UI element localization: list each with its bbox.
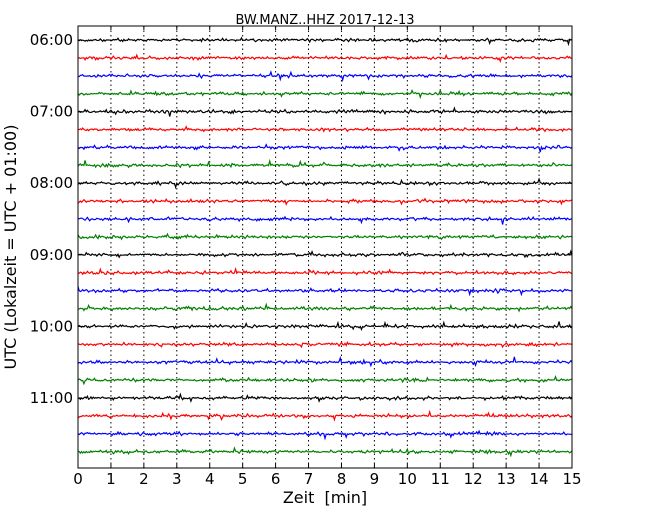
trace-line [77,429,573,441]
x-tick-label: 15 [562,470,581,488]
y-tick-label: 10:00 [30,317,73,335]
trace-line [77,320,573,331]
x-tick-label: 1 [106,470,116,488]
y-tick-label: 07:00 [30,103,73,121]
x-tick-label: 8 [337,470,347,488]
x-tick-label: 11 [431,470,450,488]
x-tick-label: 2 [139,470,149,488]
x-tick-label: 3 [172,470,182,488]
trace-line [77,266,573,276]
trace-line [77,355,573,368]
trace-line [77,158,573,169]
x-tick-label: 0 [73,470,83,488]
x-tick-label: 14 [530,470,549,488]
trace-line [77,70,573,83]
trace-group [77,36,573,458]
x-tick-label: 4 [205,470,215,488]
trace-line [77,392,573,403]
x-axis-label: Zeit [min] [283,488,367,507]
x-axis-ticks: 0 1 2 3 4 5 6 7 8 9 10 11 12 13 14 15 [73,26,582,488]
trace-line [77,446,573,458]
x-tick-label: 13 [497,470,516,488]
x-tick-label: 7 [304,470,314,488]
plot-frame [77,25,573,469]
trace-line [77,232,573,241]
x-tick-label: 12 [464,470,483,488]
trace-line [77,36,573,47]
trace-line [77,341,573,349]
trace-line [77,177,573,190]
x-tick-label: 5 [238,470,248,488]
y-tick-label: 06:00 [30,31,73,49]
y-axis-ticks: 06:00 07:00 08:00 09:00 10:00 11:00 [30,31,572,407]
y-tick-label: 09:00 [30,246,73,264]
trace-line [77,215,573,225]
trace-line [77,125,573,133]
chart-title: BW.MANZ..HHZ 2017-12-13 [235,13,414,28]
trace-line [77,143,573,153]
trace-line [77,249,573,259]
y-axis-label: UTC (Lokalzeit = UTC + 01:00) [1,125,20,370]
trace-line [77,409,573,422]
trace-line [77,88,573,100]
trace-line [77,106,573,117]
x-tick-label: 6 [271,470,281,488]
y-tick-label: 08:00 [30,174,73,192]
y-tick-label: 11:00 [30,389,73,407]
x-tick-label: 10 [398,470,417,488]
trace-line [77,286,573,297]
x-tick-label: 9 [370,470,380,488]
trace-line [77,53,573,63]
grid-lines [110,26,540,468]
trace-line [77,375,573,386]
trace-line [77,197,573,206]
trace-line [77,302,573,313]
